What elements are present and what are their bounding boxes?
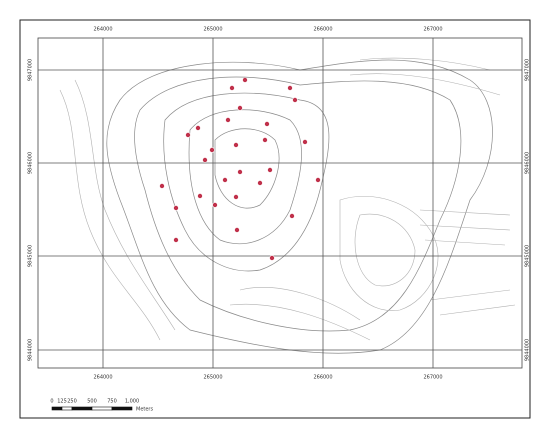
x-coordinate-label: 264000 — [93, 375, 112, 381]
map-figure: 264000 264000 265000 265000 266000 266000 2670… — [0, 0, 536, 423]
x-coordinate-label: 267000 — [423, 27, 442, 33]
y-coordinate-label: 9845000 — [28, 245, 34, 267]
scale-label: 0 — [50, 399, 53, 405]
scale-unit: Meters — [136, 407, 153, 413]
sample-point — [174, 206, 179, 211]
sample-point — [186, 133, 191, 138]
sample-point — [265, 122, 270, 127]
scale-segment — [72, 407, 92, 410]
y-coordinate-label: 9845000 — [525, 245, 531, 267]
sample-point — [210, 148, 215, 153]
sample-point — [198, 194, 203, 199]
sample-point — [270, 256, 275, 261]
sample-point — [203, 158, 208, 163]
x-coordinate-label: 267000 — [423, 375, 442, 381]
scale-label: 125 — [57, 399, 67, 405]
sample-point — [316, 178, 321, 183]
scale-label: 1,000 — [125, 399, 139, 405]
sample-point — [223, 178, 228, 183]
sample-point — [258, 181, 263, 186]
x-coordinate-label: 266000 — [313, 375, 332, 381]
sample-point — [290, 214, 295, 219]
sample-point — [235, 228, 240, 233]
sample-point — [238, 106, 243, 111]
x-coordinate-label: 266000 — [313, 27, 332, 33]
sample-point — [243, 78, 248, 83]
sample-point — [234, 195, 239, 200]
sample-point — [226, 118, 231, 123]
sample-point — [230, 86, 235, 91]
scale-label: 250 — [67, 399, 77, 405]
sample-point — [196, 126, 201, 131]
scale-segment — [92, 407, 112, 410]
y-coordinate-label: 9847000 — [525, 59, 531, 81]
scale-segment — [112, 407, 132, 410]
y-coordinate-label: 9847000 — [28, 59, 34, 81]
sample-point — [174, 238, 179, 243]
sample-point — [263, 138, 268, 143]
sample-point — [293, 98, 298, 103]
y-coordinate-label: 9846000 — [28, 152, 34, 174]
sample-point — [238, 170, 243, 175]
sample-point — [213, 203, 218, 208]
sample-point — [234, 143, 239, 148]
y-coordinate-label: 9846000 — [525, 152, 531, 174]
scale-segment — [52, 407, 62, 410]
x-coordinate-label: 264000 — [93, 27, 112, 33]
y-coordinate-label: 9844000 — [28, 339, 34, 361]
y-coordinate-label: 9844000 — [525, 339, 531, 361]
sample-point — [160, 184, 165, 189]
sample-point — [303, 140, 308, 145]
x-coordinate-label: 265000 — [203, 375, 222, 381]
sample-point — [268, 168, 273, 173]
scale-label: 500 — [87, 399, 97, 405]
x-coordinate-label: 265000 — [203, 27, 222, 33]
scale-segment — [62, 407, 72, 410]
sample-point — [288, 86, 293, 91]
scale-label: 750 — [107, 399, 117, 405]
